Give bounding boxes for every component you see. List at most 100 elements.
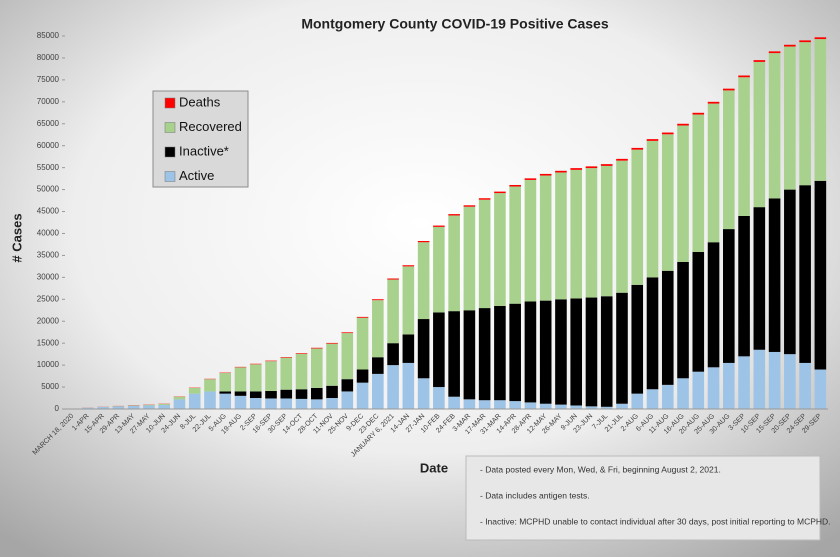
- bar-segment: [799, 42, 811, 186]
- bar-segment: [265, 361, 277, 392]
- bar-segment: [372, 357, 384, 374]
- y-tick-label: 60000: [37, 141, 60, 150]
- y-tick-label: 15000: [37, 338, 60, 347]
- x-axis-label: Date: [420, 460, 448, 475]
- bar-segment: [555, 299, 567, 405]
- bar-segment: [478, 198, 491, 200]
- bar-segment: [173, 396, 186, 400]
- bar-segment: [188, 387, 201, 394]
- bar-segment: [326, 343, 338, 386]
- bar-segment: [524, 179, 537, 302]
- bar-segment: [692, 251, 705, 372]
- bar-segment: [310, 399, 323, 409]
- y-tick-label: 30000: [37, 272, 60, 281]
- bar-segment: [784, 189, 796, 355]
- bar-segment: [585, 297, 598, 407]
- bar-segment: [249, 391, 262, 399]
- bar-segment: [341, 379, 354, 392]
- bar-segment: [310, 348, 323, 388]
- bar-segment: [600, 165, 613, 297]
- y-tick-label: 70000: [37, 97, 60, 106]
- bar-segment: [692, 114, 705, 252]
- bar-segment: [799, 40, 811, 43]
- bar-segment: [295, 389, 308, 399]
- bar-segment: [265, 398, 277, 409]
- bar-segment: [616, 292, 628, 404]
- bar-segment: [509, 303, 521, 402]
- bar-segment: [738, 356, 750, 409]
- bar-segment: [631, 284, 644, 394]
- bar-segment: [585, 406, 598, 409]
- bar-segment: [387, 279, 399, 344]
- bar-segment: [341, 391, 354, 409]
- bar-segment: [478, 199, 491, 309]
- bar-segment: [524, 402, 537, 409]
- bar-segment: [784, 44, 796, 47]
- y-tick-label: 0: [55, 404, 60, 413]
- bar-segment: [555, 170, 567, 173]
- bar-segment: [539, 175, 552, 301]
- bar-segment: [295, 353, 308, 354]
- bar-segment: [799, 185, 811, 363]
- bar-segment: [326, 342, 338, 344]
- bar-segment: [310, 387, 323, 400]
- bar-segment: [509, 184, 521, 187]
- bar-segment: [356, 382, 369, 409]
- bar-segment: [433, 225, 445, 227]
- bar-segment: [265, 360, 277, 362]
- bar-segment: [570, 405, 583, 409]
- legend-swatch: [164, 171, 176, 182]
- bar-segment: [143, 404, 155, 406]
- legend-label: Recovered: [179, 119, 242, 134]
- y-tick-label: 65000: [37, 119, 60, 128]
- y-tick-label: 25000: [37, 294, 60, 303]
- bar-segment: [585, 166, 598, 169]
- y-tick-label: 45000: [37, 207, 60, 216]
- bar-segment: [494, 191, 506, 194]
- bar-segment: [616, 403, 628, 409]
- bar-segment: [509, 186, 521, 304]
- notes-box: [465, 455, 821, 541]
- bar-segment: [326, 385, 338, 399]
- bar-segment: [570, 169, 583, 299]
- bar-segment: [402, 334, 415, 363]
- bar-segment: [677, 261, 689, 379]
- bar-segment: [494, 400, 506, 409]
- bar-segment: [341, 332, 354, 334]
- legend-swatch: [164, 146, 176, 158]
- y-tick-label: 50000: [37, 185, 60, 194]
- bar-segment: [417, 378, 430, 409]
- bar-segment: [356, 369, 369, 383]
- bar-segment: [341, 333, 354, 380]
- bar-segment: [631, 393, 644, 409]
- bar-segment: [631, 147, 644, 150]
- bar-segment: [478, 308, 491, 401]
- bar-segment: [417, 241, 430, 243]
- bar-segment: [112, 406, 125, 409]
- bar-segment: [738, 215, 750, 357]
- y-tick-label: 20000: [37, 316, 60, 325]
- bar-segment: [570, 168, 583, 170]
- y-tick-label: 85000: [37, 31, 60, 40]
- bar-segment: [631, 149, 644, 285]
- bar-segment: [265, 391, 277, 399]
- bar-segment: [494, 193, 506, 306]
- bar-segment: [738, 77, 750, 216]
- bar-segment: [448, 214, 460, 216]
- bar-segment: [402, 265, 415, 267]
- bar-segment: [784, 354, 796, 409]
- bar-segment: [143, 405, 155, 409]
- bar-segment: [448, 396, 460, 409]
- bar-segment: [539, 173, 552, 176]
- bar-segment: [600, 406, 613, 409]
- bar-segment: [463, 310, 476, 400]
- bar-segment: [356, 316, 369, 318]
- bar-segment: [433, 226, 445, 313]
- bar-segment: [463, 399, 476, 409]
- bar-segment: [707, 367, 720, 409]
- bar-segment: [249, 398, 262, 409]
- bar-segment: [661, 134, 674, 271]
- y-axis-label: # Cases: [9, 213, 24, 262]
- bar-segment: [555, 172, 567, 300]
